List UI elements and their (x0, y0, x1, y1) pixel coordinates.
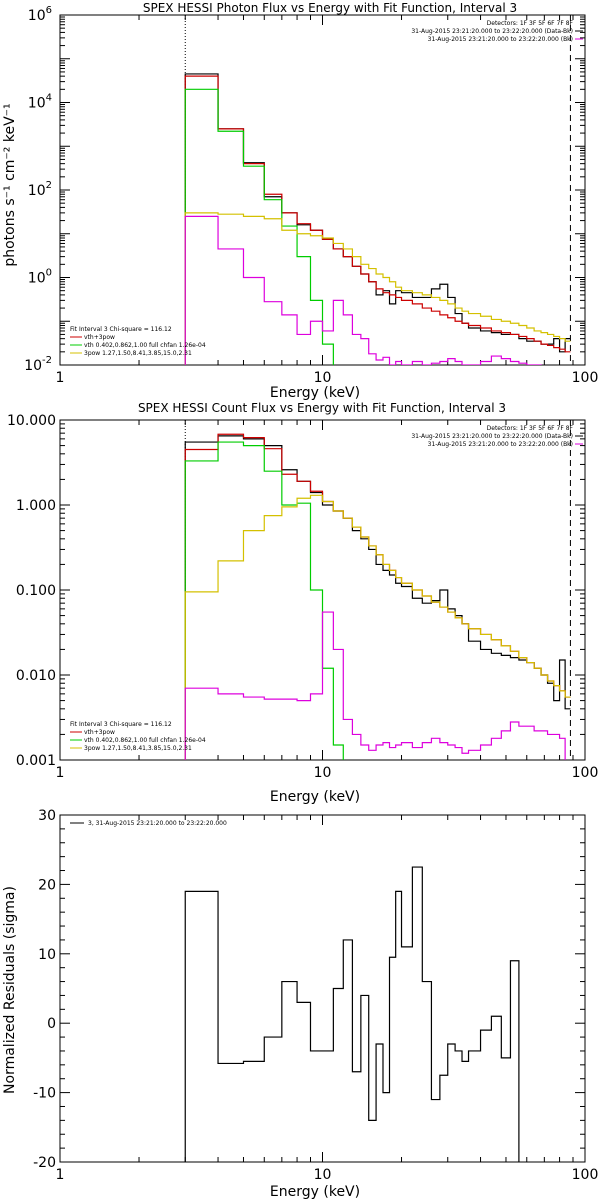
series-vth (184, 88, 334, 365)
photon-flux-legend-top: Detectors: 1F 3F 5F 6F 7F 8F31-Aug-2015 … (411, 20, 583, 43)
y-tick-label: 106 (28, 5, 52, 24)
series-3pow (184, 494, 571, 760)
legend-top-text: Detectors: 1F 3F 5F 6F 7F 8F (487, 20, 574, 27)
series-vth-3pow (184, 75, 571, 365)
series-3pow (184, 212, 571, 365)
y-tick-label: 104 (28, 93, 52, 112)
photon-flux-xlabel: Energy (keV) (270, 385, 360, 401)
photon-frame (59, 14, 586, 366)
series-vth (184, 441, 344, 760)
residuals-xlabel: Energy (keV) (270, 1184, 360, 1200)
count-flux-ticks: 1 10 100 0.001 0.010 0.100 1.000 10.000 (7, 413, 598, 781)
photon-flux-legend-bottom: Fit Interval 3 Chi-square = 116.12vth+3p… (70, 326, 206, 357)
series-vth-3pow (184, 433, 571, 760)
series-data-bk (184, 73, 571, 365)
series-residuals (184, 866, 520, 1162)
y-tick-label: 10.000 (7, 413, 56, 429)
count-flux-legend-bottom: Fit Interval 3 Chi-square = 116.12vth+3p… (70, 721, 206, 752)
photon-flux-title: SPEX HESSI Photon Flux vs Energy with Fi… (143, 1, 517, 15)
y-tick-label: -10 (33, 1086, 56, 1102)
y-tick-label: 1.000 (16, 498, 56, 514)
legend-top-text: Detectors: 1F 3F 5F 6F 7F 8F (487, 425, 574, 432)
count-flux-legend-top: Detectors: 1F 3F 5F 6F 7F 8F31-Aug-2015 … (411, 425, 583, 448)
legend-bottom-text: 3pow 1.27,1.50,8.41,3.85,15.0,2.31 (84, 745, 192, 752)
photon-flux-panel: SPEX HESSI Photon Flux vs Energy with Fi… (2, 1, 598, 401)
y-tick-label: -20 (33, 1155, 56, 1171)
y-tick-label: 0 (47, 1016, 56, 1032)
x-tick-label: 10 (314, 370, 332, 386)
legend-bottom-text: vth 0.402,0.862,1.00 full chfan 1.26e-04 (84, 737, 206, 744)
x-tick-label: 10 (314, 765, 332, 781)
count-frame (59, 419, 586, 761)
residuals-panel: Energy (keV) Normalized Residuals (sigma… (2, 808, 598, 1200)
resid-frame (59, 814, 586, 1163)
series-bk (184, 215, 542, 365)
series-data-bk (184, 435, 571, 760)
legend-bottom-text: 3pow 1.27,1.50,8.41,3.85,15.0,2.31 (84, 350, 192, 357)
y-tick-label: 20 (38, 877, 56, 893)
legend-bottom-text: vth 0.402,0.862,1.00 full chfan 1.26e-04 (84, 342, 206, 349)
y-tick-label: 30 (38, 808, 56, 824)
x-tick-label: 100 (572, 1167, 599, 1183)
legend-top-text: 31-Aug-2015 23:21:20.000 to 23:22:20.000… (411, 433, 573, 440)
photon-flux-ylabel: photons s⁻¹ cm⁻² keV⁻¹ (2, 103, 18, 266)
y-tick-label: 10 (38, 947, 56, 963)
y-tick-label: 0.001 (16, 753, 56, 769)
legend-top-text: 31-Aug-2015 23:21:20.000 to 23:22:20.000… (428, 441, 573, 448)
y-tick-label: 100 (28, 268, 52, 287)
y-tick-label: 10-2 (24, 355, 52, 374)
y-tick-label: 0.100 (16, 583, 56, 599)
count-flux-plot-area (59, 419, 586, 761)
x-tick-label: 10 (314, 1167, 332, 1183)
legend-bottom-text: Fit Interval 3 Chi-square = 116.12 (70, 326, 172, 333)
x-tick-label: 1 (56, 370, 65, 386)
count-flux-panel: SPEX HESSI Count Flux vs Energy with Fit… (7, 401, 598, 805)
residuals-ticks: 1 10 100 -20 -10 0 10 20 30 (33, 808, 598, 1183)
legend-top-text: 31-Aug-2015 23:21:20.000 to 23:22:20.000… (411, 28, 573, 35)
residuals-legend-top: 3, 31-Aug-2015 23:21:20.000 to 23:22:20.… (70, 820, 227, 827)
series-bk (184, 611, 566, 760)
legend-bottom-text: Fit Interval 3 Chi-square = 116.12 (70, 721, 172, 728)
legend-bottom-text: vth+3pow (84, 334, 115, 341)
legend-bottom-text: vth+3pow (84, 729, 115, 736)
count-flux-title: SPEX HESSI Count Flux vs Energy with Fit… (138, 401, 506, 415)
x-tick-label: 1 (56, 765, 65, 781)
residuals-plot-area (59, 814, 586, 1163)
x-tick-label: 100 (572, 370, 599, 386)
x-tick-label: 100 (572, 765, 599, 781)
y-tick-label: 0.010 (16, 668, 56, 684)
legend-top-text: 31-Aug-2015 23:21:20.000 to 23:22:20.000… (428, 36, 573, 43)
residuals-ylabel: Normalized Residuals (sigma) (2, 886, 18, 1094)
y-tick-label: 102 (28, 180, 52, 199)
x-tick-label: 1 (56, 1167, 65, 1183)
legend-top-text: 3, 31-Aug-2015 23:21:20.000 to 23:22:20.… (88, 820, 227, 827)
photon-flux-plot-area (59, 14, 586, 366)
count-flux-xlabel: Energy (keV) (270, 789, 360, 805)
